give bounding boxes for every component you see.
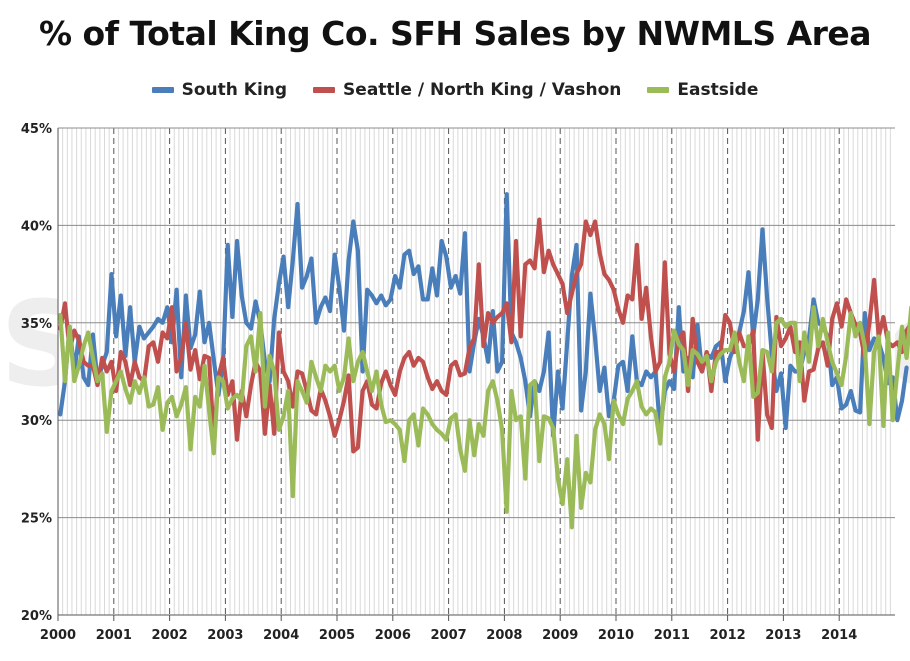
legend-swatch-eastside <box>647 87 670 93</box>
legend-label-seattle: Seattle / North King / Vashon <box>343 80 622 100</box>
x-tick-label: 2004 <box>263 628 299 643</box>
series-layer <box>58 192 910 530</box>
legend-label-eastside: Eastside <box>677 80 759 100</box>
x-tick-label: 2001 <box>96 628 132 643</box>
legend: South King Seattle / North King / Vashon… <box>0 80 910 100</box>
x-tick-label: 2009 <box>542 628 578 643</box>
x-tick-label: 2006 <box>375 628 411 643</box>
x-tick-label: 2010 <box>598 628 634 643</box>
legend-item-south-king: South King <box>151 80 288 100</box>
axis-layer: 20% 25% 30% 35% 40% 45% 2000 2001 2002 2003 2004 20… <box>21 122 895 643</box>
legend-item-eastside: Eastside <box>647 80 758 100</box>
legend-swatch-seattle <box>313 87 336 93</box>
legend-swatch-south-king <box>151 87 174 93</box>
chart-title: % of Total King Co. SFH Sales by NWMLS A… <box>38 14 872 53</box>
x-tick-label: 2011 <box>654 628 690 643</box>
x-tick-label: 2007 <box>431 628 467 643</box>
x-tick-label: 2014 <box>821 628 857 643</box>
y-tick-label: 35% <box>21 317 52 332</box>
x-tick-label: 2008 <box>486 628 522 643</box>
y-tick-label: 30% <box>21 414 52 429</box>
x-tick-label: 2005 <box>319 628 355 643</box>
x-tick-label: 2000 <box>40 628 76 643</box>
legend-label-south-king: South King <box>181 80 288 100</box>
y-tick-label: 20% <box>21 609 52 624</box>
x-tick-label: 2002 <box>152 628 188 643</box>
x-tick-label: 2012 <box>710 628 746 643</box>
x-tick-label: 2003 <box>207 628 243 643</box>
y-tick-label: 40% <box>21 219 52 234</box>
x-tick-label: 2013 <box>765 628 801 643</box>
series-line-eastside <box>58 305 910 530</box>
y-tick-label: 45% <box>21 122 52 137</box>
legend-item-seattle: Seattle / North King / Vashon <box>313 80 621 100</box>
y-tick-label: 25% <box>21 512 52 527</box>
